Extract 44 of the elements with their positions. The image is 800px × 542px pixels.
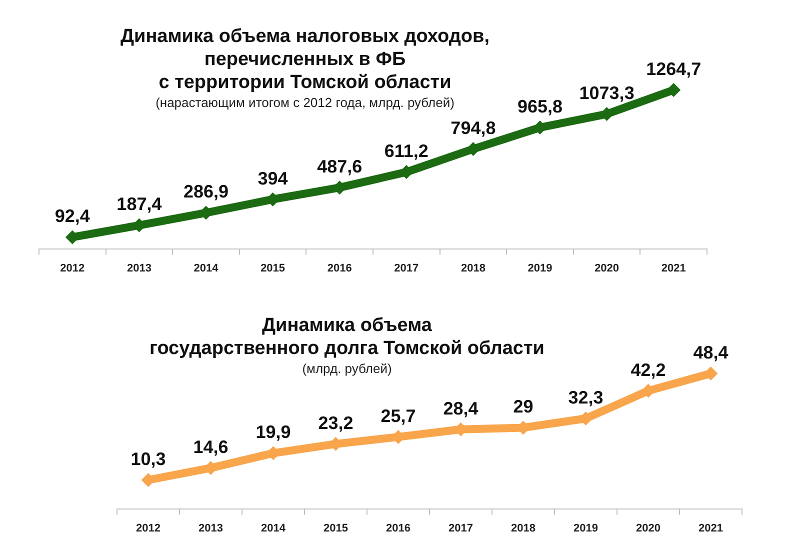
x-tick-label: 2020 <box>636 522 660 534</box>
data-label: 29 <box>513 396 534 417</box>
data-label: 48,4 <box>693 342 728 362</box>
x-tick-label: 2017 <box>394 262 419 274</box>
x-tick-label: 2013 <box>198 522 223 534</box>
x-tick-label: 2016 <box>386 522 410 534</box>
data-label: 42,2 <box>630 360 666 380</box>
chart-title: Динамика объема налоговых доходов, перечисленных в ФБ с территории Томской области <box>119 25 490 94</box>
data-label: 487,6 <box>317 156 362 177</box>
data-label: 286,9 <box>183 182 229 202</box>
data-label: 92,4 <box>54 206 90 226</box>
data-label: 394 <box>258 168 288 188</box>
data-label: 23,2 <box>318 412 354 433</box>
x-tick-label: 2019 <box>574 522 598 534</box>
x-tick-label: 2014 <box>194 262 220 274</box>
x-tick-label: 2021 <box>698 522 723 534</box>
data-label: 19,9 <box>256 422 291 442</box>
x-tick-label: 2012 <box>60 262 85 274</box>
x-tick-label: 2015 <box>260 262 286 274</box>
data-label: 32,3 <box>568 387 604 408</box>
x-tick-label: 2019 <box>528 262 552 274</box>
data-label: 14,6 <box>193 436 228 457</box>
data-label: 1073,3 <box>579 82 634 103</box>
data-label: 794,8 <box>450 118 496 138</box>
x-tick-label: 2016 <box>327 262 352 274</box>
data-label: 25,7 <box>380 406 416 426</box>
chart-title: Динамика объема государственного долга Томской области <box>148 314 546 360</box>
data-label: 28,4 <box>443 398 478 418</box>
x-tick-label: 2020 <box>594 262 620 274</box>
data-label: 611,2 <box>384 141 428 162</box>
x-tick-label: 2021 <box>661 262 686 274</box>
x-tick-label: 2017 <box>448 522 473 534</box>
data-label: 187,4 <box>116 194 162 214</box>
data-label: 10,3 <box>130 448 166 469</box>
x-tick-label: 2018 <box>511 522 536 534</box>
x-tick-label: 2012 <box>136 522 160 534</box>
x-tick-label: 2013 <box>126 262 152 274</box>
data-label: 1264,7 <box>646 58 702 79</box>
data-label: 965,8 <box>517 96 563 116</box>
chart-subtitle: (млрд. рублей) <box>301 361 393 377</box>
x-tick-label: 2014 <box>261 522 286 534</box>
x-tick-label: 2018 <box>460 262 486 274</box>
x-tick-label: 2015 <box>324 522 348 534</box>
chart-subtitle: (нарастающим итогом с 2012 года, млрд. рублей) <box>156 95 454 110</box>
